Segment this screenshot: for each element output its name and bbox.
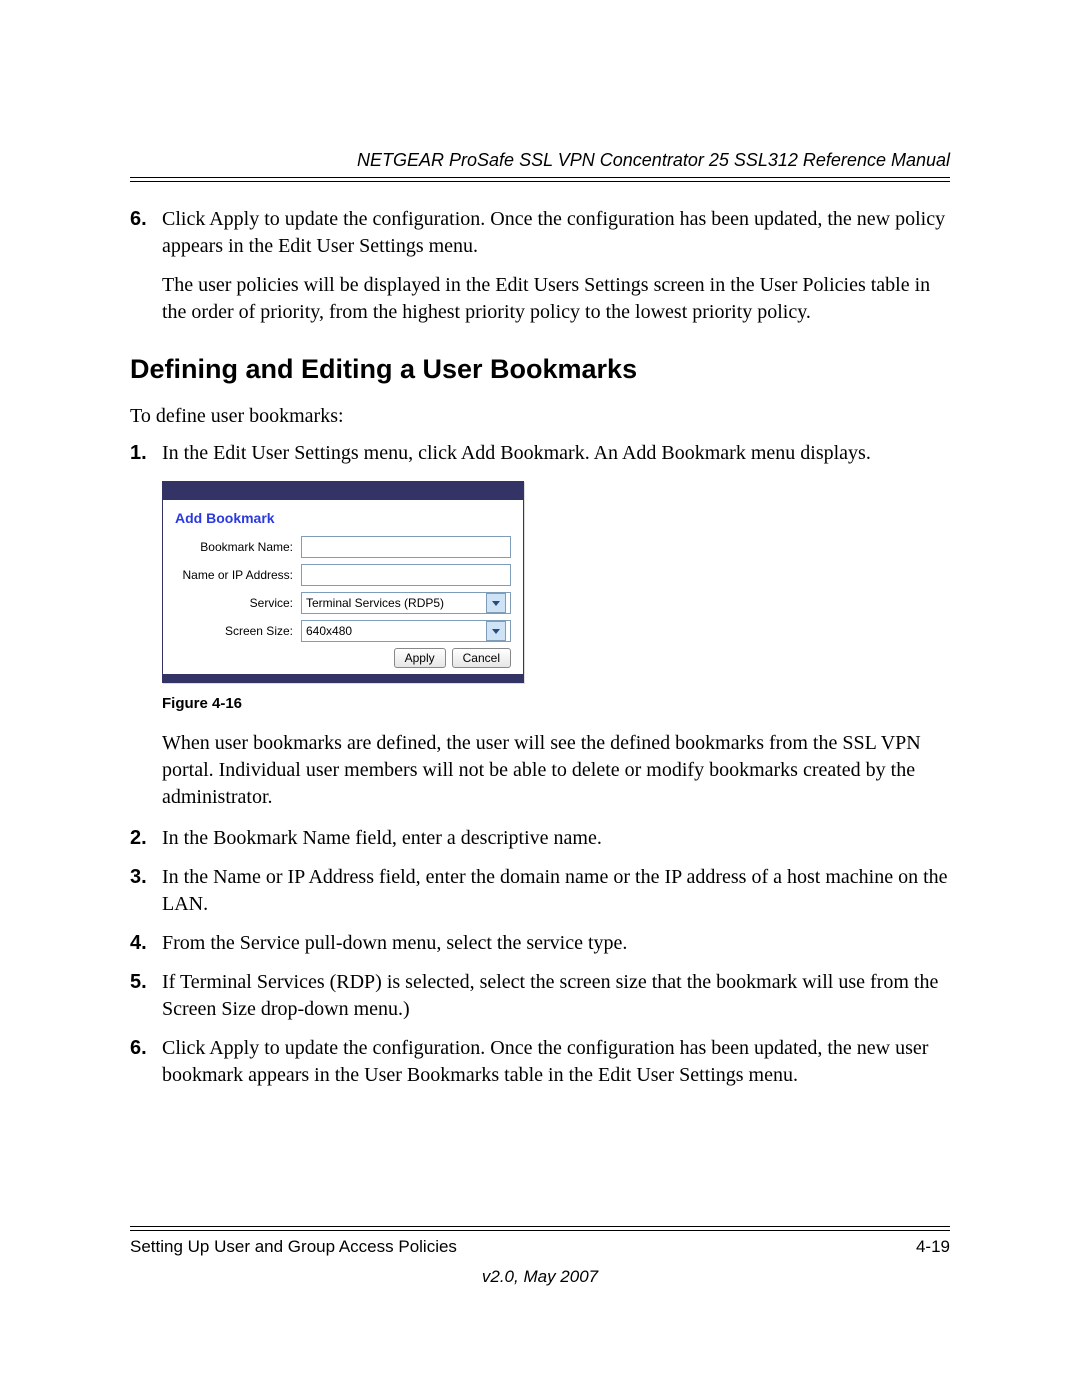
apply-button[interactable]: Apply xyxy=(394,648,446,668)
dialog-button-row: Apply Cancel xyxy=(175,648,511,668)
footer-version: v2.0, May 2007 xyxy=(130,1267,950,1287)
row-service: Service: Terminal Services (RDP5) xyxy=(175,592,511,614)
list-item: 3. In the Name or IP Address field, ente… xyxy=(130,864,950,918)
section-heading: Defining and Editing a User Bookmarks xyxy=(130,354,950,385)
list-number: 5. xyxy=(130,969,162,1023)
page-footer: Setting Up User and Group Access Policie… xyxy=(130,1226,950,1287)
list-number: 6. xyxy=(130,1035,162,1089)
list-body: If Terminal Services (RDP) is selected, … xyxy=(162,969,950,1023)
name-ip-label: Name or IP Address: xyxy=(175,568,301,582)
bookmark-name-label: Bookmark Name: xyxy=(175,540,301,554)
dialog-bottombar xyxy=(163,674,523,682)
row-name-ip: Name or IP Address: xyxy=(175,564,511,586)
list-item: 4. From the Service pull-down menu, sele… xyxy=(130,930,950,957)
figure-add-bookmark: Add Bookmark Bookmark Name: Name or IP A… xyxy=(162,481,950,683)
dialog-titlebar xyxy=(163,482,523,500)
list-number: 3. xyxy=(130,864,162,918)
list-body: Click Apply to update the configuration.… xyxy=(162,206,950,260)
list-number: 6. xyxy=(130,206,162,260)
name-ip-input[interactable] xyxy=(301,564,511,586)
intro-paragraph: To define user bookmarks: xyxy=(130,403,950,430)
list-item: 1. In the Edit User Settings menu, click… xyxy=(130,440,950,467)
header-title: NETGEAR ProSafe SSL VPN Concentrator 25 … xyxy=(130,150,950,171)
list-number: 2. xyxy=(130,825,162,852)
footer-rule-bottom xyxy=(130,1230,950,1231)
footer-right: 4-19 xyxy=(916,1237,950,1257)
add-bookmark-dialog: Add Bookmark Bookmark Name: Name or IP A… xyxy=(162,481,524,683)
service-select[interactable]: Terminal Services (RDP5) xyxy=(301,592,511,614)
footer-left: Setting Up User and Group Access Policie… xyxy=(130,1237,457,1257)
row-screen-size: Screen Size: 640x480 xyxy=(175,620,511,642)
list-body: In the Edit User Settings menu, click Ad… xyxy=(162,440,950,467)
screen-size-label: Screen Size: xyxy=(175,624,301,638)
list-item: 6. Click Apply to update the configurati… xyxy=(130,1035,950,1089)
list-item: 6. Click Apply to update the configurati… xyxy=(130,206,950,260)
list-item: 5. If Terminal Services (RDP) is selecte… xyxy=(130,969,950,1023)
chevron-down-icon xyxy=(486,593,506,613)
bookmark-name-input[interactable] xyxy=(301,536,511,558)
followup-paragraph: The user policies will be displayed in t… xyxy=(162,272,950,326)
list-number: 1. xyxy=(130,440,162,467)
header-rule-bottom xyxy=(130,181,950,182)
list-item: 2. In the Bookmark Name field, enter a d… xyxy=(130,825,950,852)
figure-caption: Figure 4-16 xyxy=(162,695,950,712)
list-body: From the Service pull-down menu, select … xyxy=(162,930,950,957)
list-body: Click Apply to update the configuration.… xyxy=(162,1035,950,1089)
list-body: In the Bookmark Name field, enter a desc… xyxy=(162,825,950,852)
dialog-heading: Add Bookmark xyxy=(175,510,511,526)
screen-size-value: 640x480 xyxy=(306,624,352,638)
cancel-button[interactable]: Cancel xyxy=(452,648,511,668)
service-value: Terminal Services (RDP5) xyxy=(306,596,444,610)
step1-followup: When user bookmarks are defined, the use… xyxy=(162,730,950,811)
screen-size-select[interactable]: 640x480 xyxy=(301,620,511,642)
row-bookmark-name: Bookmark Name: xyxy=(175,536,511,558)
chevron-down-icon xyxy=(486,621,506,641)
list-body: In the Name or IP Address field, enter t… xyxy=(162,864,950,918)
service-label: Service: xyxy=(175,596,301,610)
list-number: 4. xyxy=(130,930,162,957)
